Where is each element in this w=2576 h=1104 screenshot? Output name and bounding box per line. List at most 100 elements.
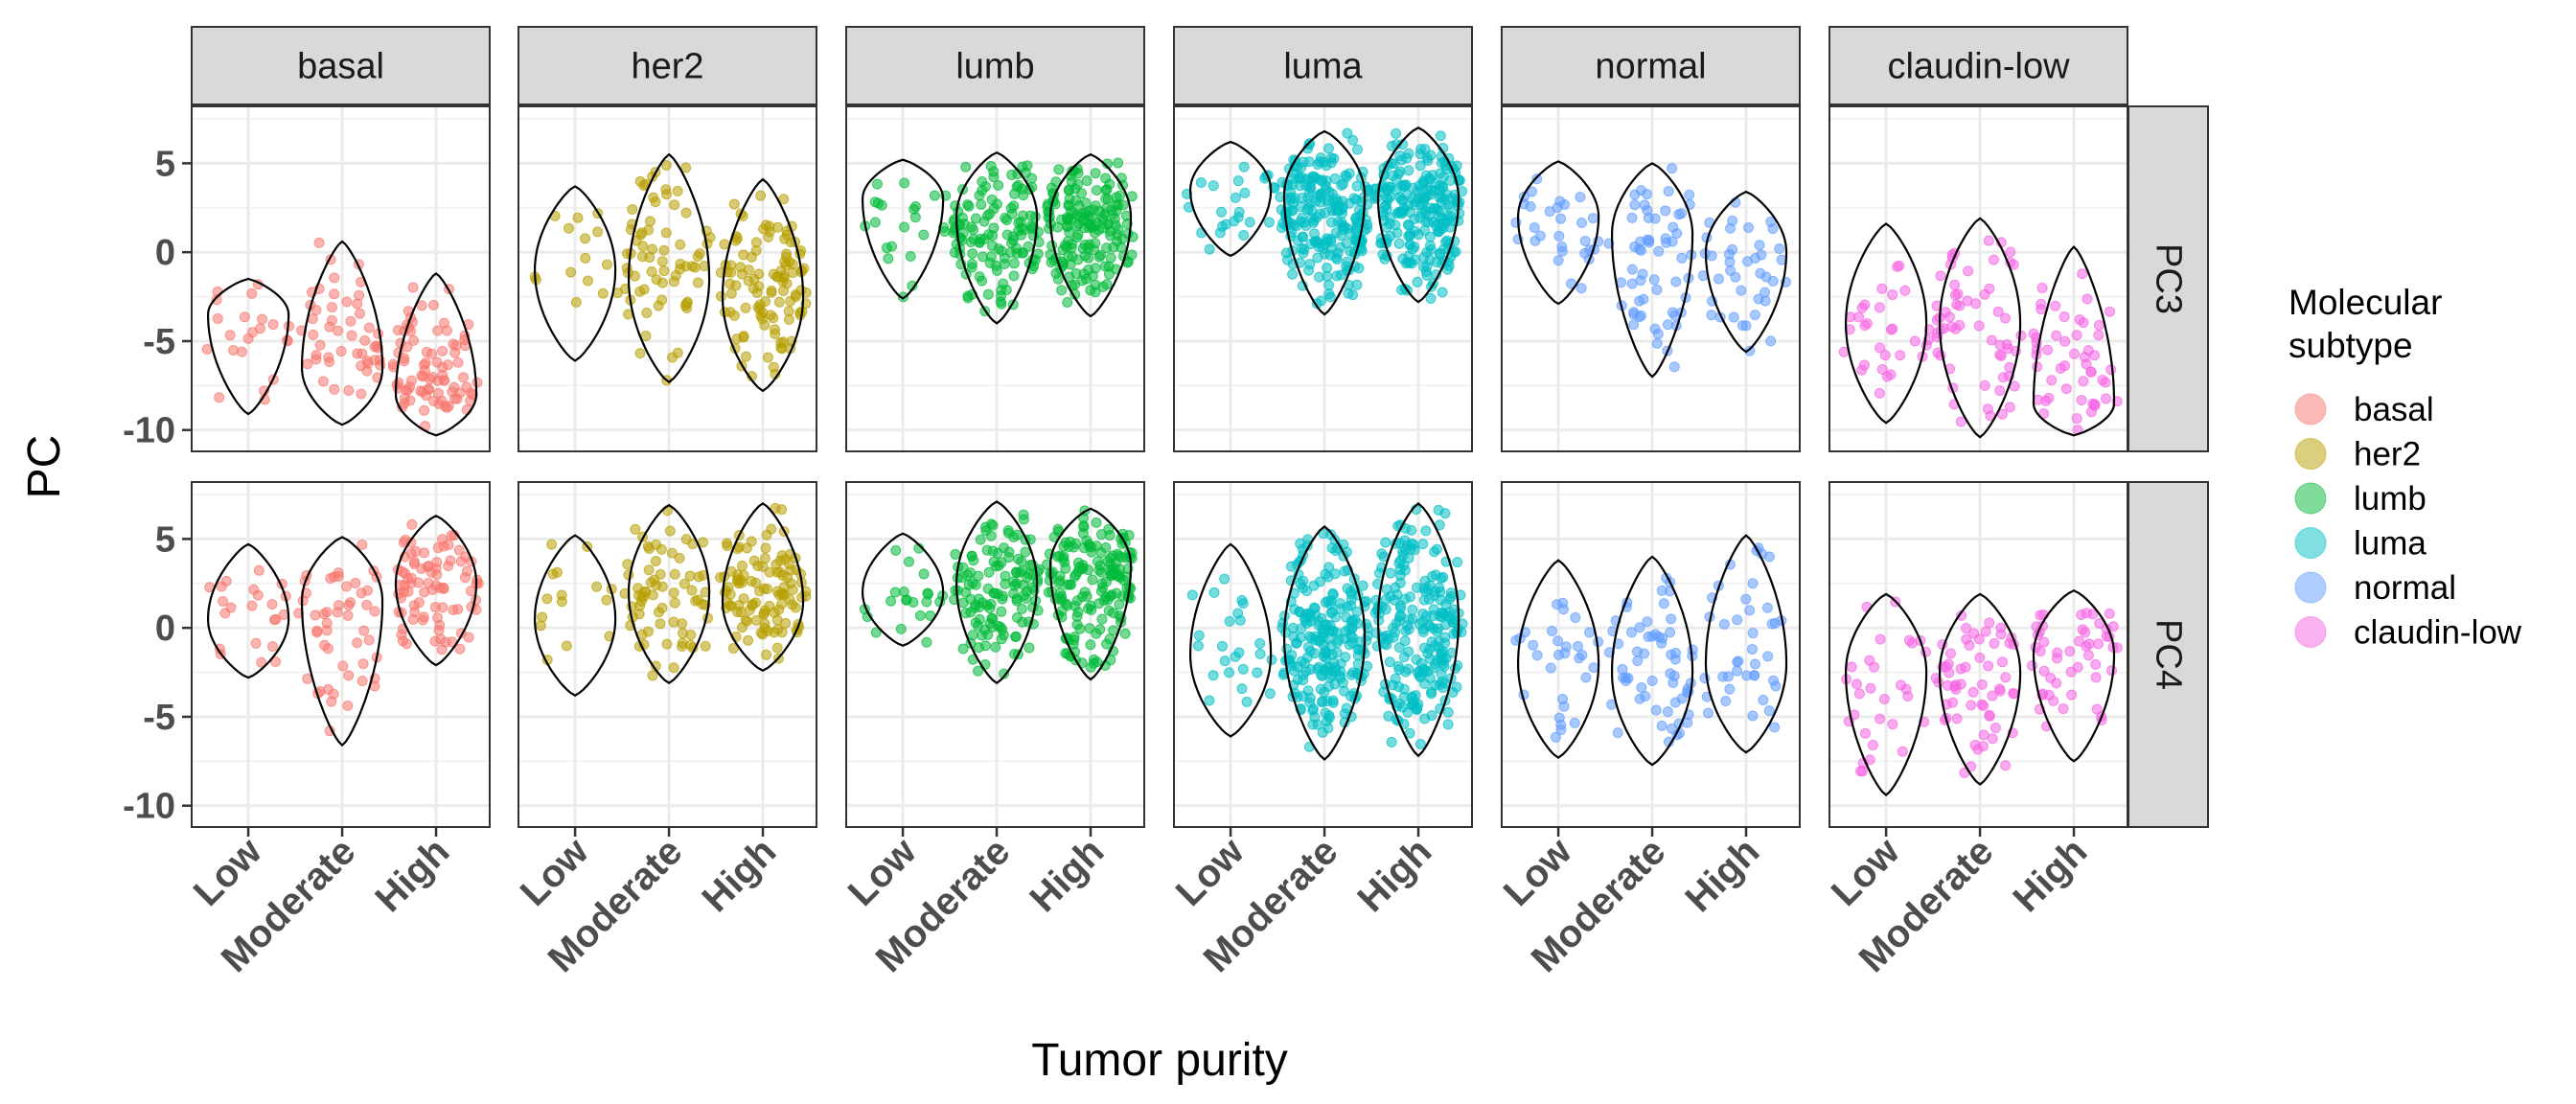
data-point (1351, 144, 1363, 155)
facet-strip-luma (1173, 26, 1473, 105)
data-point (1192, 640, 1204, 652)
data-point (307, 313, 318, 325)
data-point (1357, 580, 1368, 591)
legend-key-luma (2294, 527, 2327, 559)
data-point (437, 345, 448, 356)
data-point (1337, 678, 1348, 689)
data-point (461, 381, 472, 393)
data-point (1626, 212, 1638, 223)
facet-label-basal: basal (297, 47, 384, 87)
data-point (1440, 598, 1452, 610)
data-point (1978, 701, 1990, 712)
data-point (721, 538, 732, 549)
data-point (1026, 172, 1038, 184)
data-point (785, 578, 796, 589)
data-point (1346, 600, 1357, 611)
data-point (1876, 283, 1888, 294)
data-point (408, 600, 420, 611)
data-point (1096, 613, 1108, 625)
data-point (1892, 261, 1903, 272)
data-point (1557, 597, 1569, 609)
data-point (463, 632, 474, 643)
data-point (308, 329, 319, 340)
data-point (1636, 682, 1647, 694)
data-point (1442, 213, 1454, 224)
data-point (1204, 243, 1215, 255)
data-point (1569, 717, 1580, 728)
data-point (967, 248, 978, 260)
data-point (1116, 242, 1127, 253)
data-point (451, 393, 463, 404)
data-point (1438, 571, 1449, 583)
data-point (1954, 319, 1966, 331)
data-point (1570, 611, 1581, 623)
data-point (2033, 394, 2044, 405)
data-point (1393, 642, 1405, 654)
data-point (2073, 635, 2084, 647)
data-point (1424, 254, 1436, 265)
data-point (2005, 246, 2016, 258)
data-point (1576, 283, 1587, 294)
violin-low (1517, 160, 1600, 306)
data-point (1621, 675, 1632, 686)
data-point (1056, 606, 1068, 617)
panel-PC3-normal (1501, 105, 1801, 452)
data-point (329, 288, 340, 300)
data-point (1555, 213, 1567, 224)
data-point (909, 212, 921, 223)
x-tick-label: High (367, 830, 457, 920)
data-point (1105, 230, 1116, 242)
data-point (448, 338, 459, 350)
data-point (465, 586, 476, 597)
data-point (2090, 658, 2102, 670)
data-point (2050, 300, 2061, 311)
data-point (2051, 678, 2062, 689)
data-point (1962, 295, 1973, 307)
violin-high (1048, 507, 1133, 681)
data-point (326, 314, 337, 326)
data-point (1431, 543, 1442, 555)
data-point (2046, 375, 2058, 386)
data-point (2059, 335, 2071, 347)
violin-high (1048, 152, 1133, 318)
data-point (1414, 212, 1425, 223)
data-point (1435, 586, 1446, 597)
data-point (1990, 723, 2001, 734)
data-point (434, 619, 446, 631)
data-point (439, 375, 450, 386)
data-point (419, 586, 430, 598)
data-point (1062, 220, 1073, 232)
data-point (1580, 672, 1592, 683)
data-point (993, 560, 1004, 571)
data-point (724, 278, 736, 289)
violin-moderate (1611, 555, 1694, 767)
data-point (1106, 589, 1117, 601)
data-point (363, 634, 375, 646)
violin-high (2032, 245, 2116, 437)
data-point (905, 251, 916, 263)
y-tick-label: 5 (155, 519, 175, 560)
data-point (1053, 577, 1065, 588)
data-point (1626, 278, 1638, 289)
data-point (950, 585, 961, 596)
data-point (653, 607, 664, 618)
data-point (1964, 639, 1975, 651)
data-point (1996, 656, 2008, 668)
data-point (669, 199, 680, 211)
data-point (1392, 168, 1404, 179)
facet-label-normal: normal (1595, 47, 1706, 87)
data-point (871, 178, 883, 190)
data-point (1331, 270, 1343, 282)
data-point (1298, 675, 1309, 686)
data-point (1749, 670, 1760, 681)
x-tick-label: Low (840, 830, 925, 914)
data-point (1219, 656, 1230, 667)
data-point (1528, 639, 1539, 651)
data-point (314, 339, 326, 351)
data-point (2038, 636, 2050, 648)
data-point (680, 534, 692, 545)
data-point (1555, 724, 1567, 736)
data-point (580, 233, 591, 244)
data-point (1301, 617, 1313, 629)
data-point (1386, 140, 1397, 151)
